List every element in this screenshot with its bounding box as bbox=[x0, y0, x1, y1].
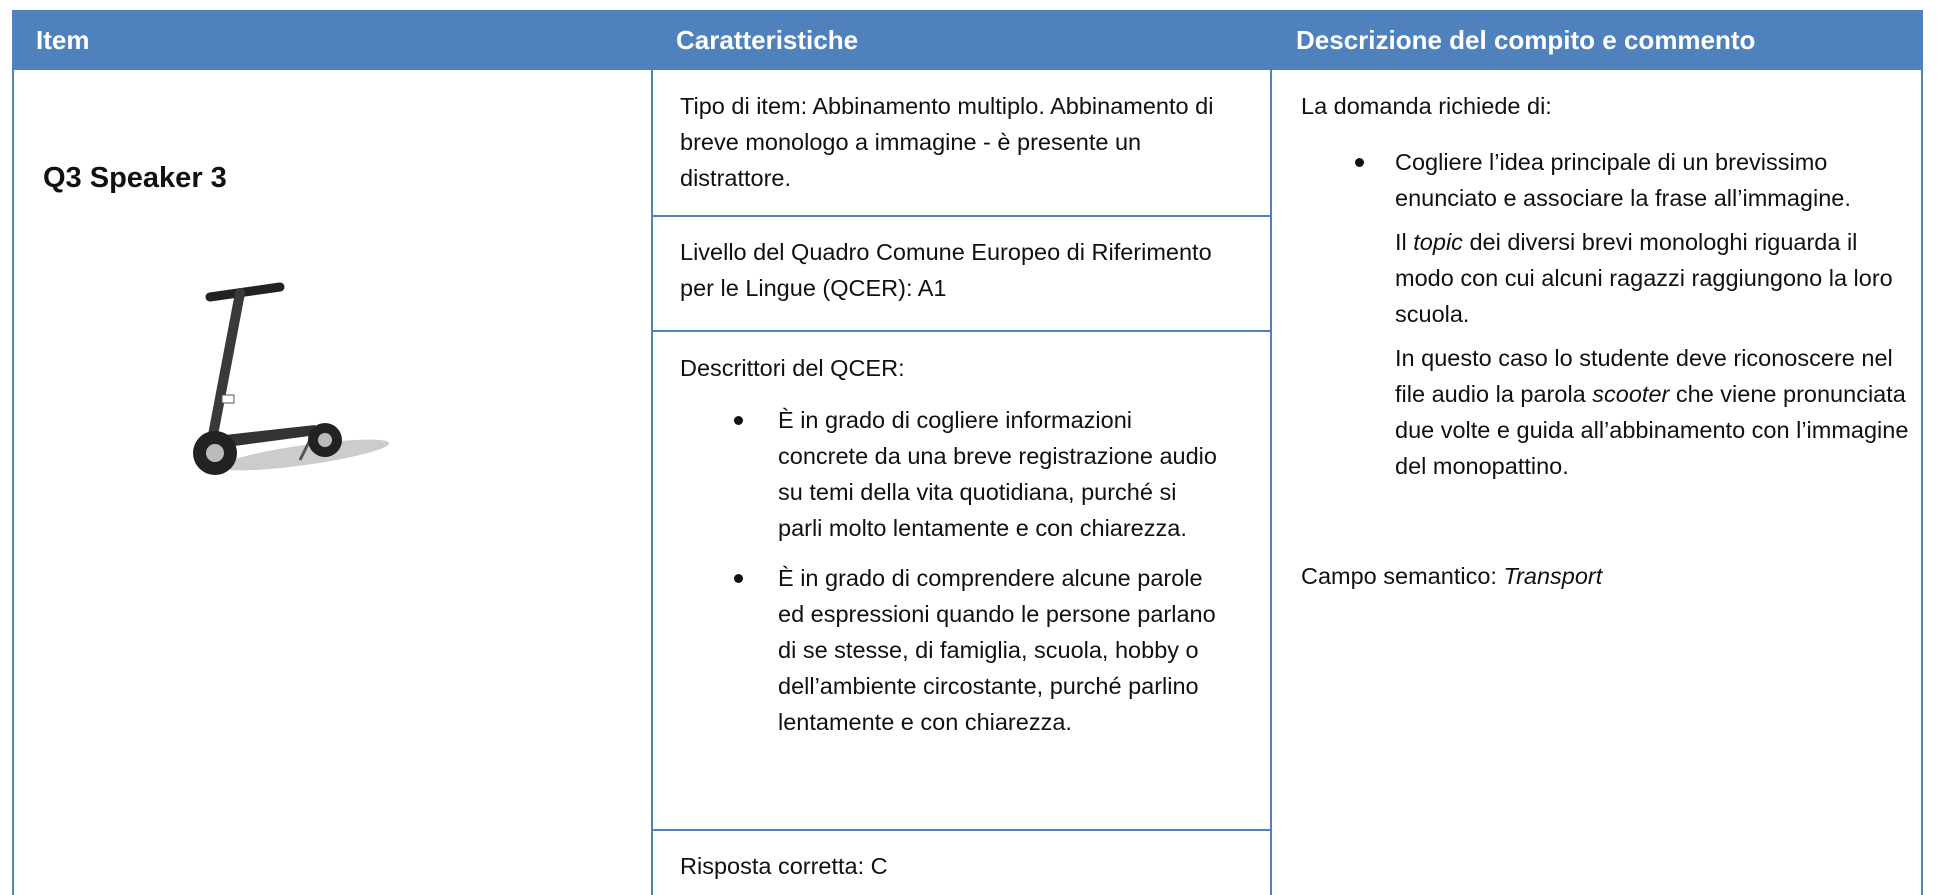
border bbox=[651, 829, 1271, 831]
topic: Il topic dei diversi brevi monologhi rig… bbox=[1301, 224, 1916, 332]
italic-text: Transport bbox=[1503, 563, 1603, 589]
italic-text: topic bbox=[1413, 229, 1463, 255]
header-item: Item bbox=[12, 10, 652, 70]
descrittori: Descrittori del QCER: È in grado di cogl… bbox=[680, 350, 1220, 754]
text: dei diversi brevi monologhi riguarda il … bbox=[1395, 229, 1893, 327]
border bbox=[651, 70, 653, 895]
descrittori-list: È in grado di cogliere informazioni conc… bbox=[680, 402, 1220, 740]
text: Il bbox=[1395, 229, 1414, 255]
descrittore: È in grado di comprendere alcune parole … bbox=[680, 560, 1220, 740]
text: Campo semantico: bbox=[1301, 563, 1504, 589]
campo: Campo semantico: Transport bbox=[1301, 558, 1916, 594]
border bbox=[1921, 70, 1923, 895]
descrittore: È in grado di cogliere informazioni conc… bbox=[680, 402, 1220, 546]
border bbox=[651, 215, 1271, 217]
descrizione: La domanda richiede di: Cogliere l’idea … bbox=[1301, 88, 1916, 594]
caso: In questo caso lo studente deve riconosc… bbox=[1301, 340, 1916, 484]
intro: La domanda richiede di: bbox=[1301, 93, 1552, 119]
item-label: Q3 Speaker 3 bbox=[43, 162, 227, 194]
italic-text: scooter bbox=[1592, 381, 1670, 407]
livello: Livello del Quadro Comune Europeo di Rif… bbox=[680, 239, 1212, 301]
scooter-image bbox=[193, 282, 390, 475]
descrittori-title: Descrittori del QCER: bbox=[680, 355, 905, 381]
text: che viene pronunciata due volte e guida … bbox=[1395, 381, 1909, 479]
border bbox=[651, 330, 1271, 332]
border bbox=[1270, 70, 1272, 895]
tipo: Tipo di item: Abbinamento multiplo. Abbi… bbox=[680, 93, 1214, 191]
text: In questo caso lo studente deve riconosc… bbox=[1395, 345, 1893, 407]
descrizione-bullet: Cogliere l’idea principale di un breviss… bbox=[1301, 144, 1916, 216]
header-caratteristiche: Caratteristiche bbox=[652, 10, 1272, 70]
descrizione-list: Cogliere l’idea principale di un breviss… bbox=[1301, 144, 1916, 216]
header-descrizione: Descrizione del compito e commento bbox=[1272, 10, 1923, 70]
border bbox=[12, 70, 14, 895]
risposta: Risposta corretta: C bbox=[680, 853, 888, 879]
